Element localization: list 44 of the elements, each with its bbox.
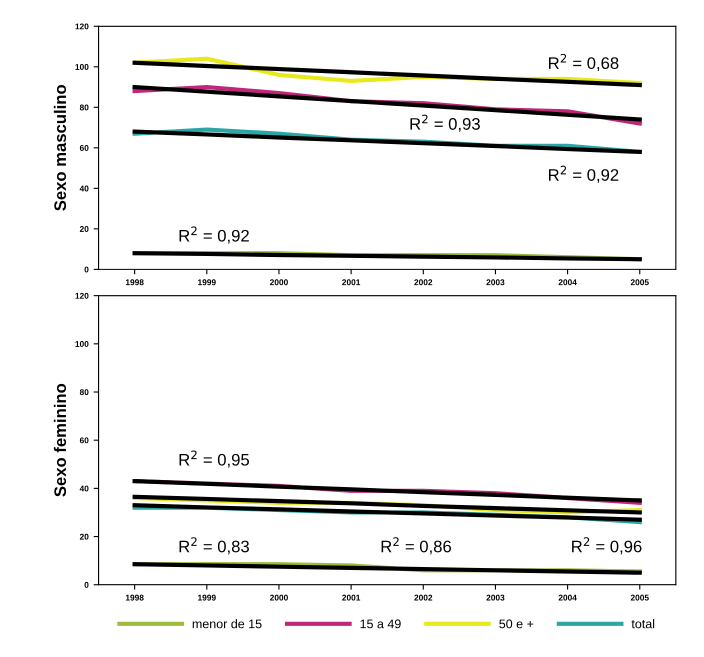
y-tick-label: 100 [75,341,88,347]
annotation: R$^{2}$ = 0,96 [572,537,642,554]
annotation: R$^{2}$ = 0,93 [410,114,480,132]
x-tick-label: 2000 [270,594,288,601]
x-tick-label: 2005 [630,279,649,286]
y-tick-label: 0 [84,266,88,272]
x-tick-label: 1999 [198,594,216,601]
x-tick-label: 2005 [630,594,649,601]
x-tick-label: 2002 [414,594,432,601]
y-tick-label: 80 [80,389,88,396]
legend-label: 15 a 49 [360,619,401,628]
legend-label: total [632,619,654,628]
x-tick-label: 2000 [270,279,288,286]
y-tick-label: 40 [80,486,88,492]
x-tick-label: 2001 [342,594,360,601]
annotation: R$^{2}$ = 0,83 [180,537,249,554]
x-tick-label: 2004 [558,594,577,601]
annotation: R$^{2}$ = 0,92 [180,226,249,244]
x-tick-label: 1998 [126,279,144,286]
annotation: R$^{2}$ = 0,68 [549,54,618,72]
y-tick-label: 60 [80,437,88,444]
y-axis-title: Sexo feminino [54,384,66,497]
legend-label: 50 e + [499,619,534,628]
legend-label: menor de 15 [192,619,262,628]
annotation: R$^{2}$ = 0,95 [180,450,249,468]
y-tick-label: 120 [75,292,88,299]
x-tick-label: 2003 [486,279,504,286]
x-tick-label: 2004 [558,279,577,286]
x-tick-label: 2001 [342,279,360,286]
x-tick-label: 2002 [414,279,432,286]
y-tick-label: 20 [80,534,88,540]
y-tick-label: 0 [84,582,88,588]
y-tick-label: 100 [75,64,88,70]
annotation: R$^{2}$ = 0,86 [382,537,452,554]
y-tick-label: 120 [75,23,88,30]
x-tick-label: 1999 [198,279,216,286]
y-tick-label: 60 [80,145,88,151]
y-tick-label: 80 [80,104,88,110]
x-tick-label: 1998 [126,594,144,601]
y-tick-label: 20 [80,226,88,232]
y-tick-label: 40 [80,186,88,192]
y-axis-title: Sexo masculino [54,85,66,211]
annotation: R$^{2}$ = 0,92 [549,166,618,183]
x-tick-label: 2003 [486,594,504,601]
